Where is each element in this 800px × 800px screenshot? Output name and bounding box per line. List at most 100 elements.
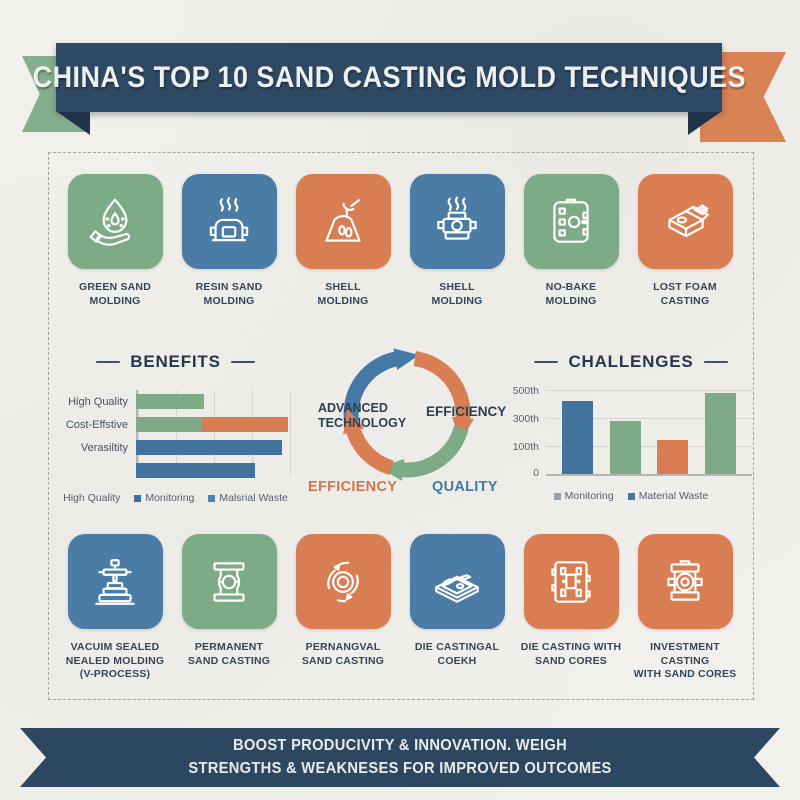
tile-lost-foam-casting xyxy=(637,174,733,269)
techniques-row-1: GREEN SAND MOLDING RESIN SAND MOLDING xyxy=(64,174,736,308)
technique-no-bake-molding: NO-BAKE MOLDING xyxy=(520,174,622,308)
technique-vacuum-sealed-molding: VACUIM SEALED NEALED MOLDING (V-PROCESS) xyxy=(64,534,166,682)
benefits-bar-segment xyxy=(201,417,289,432)
vacuum-press-icon xyxy=(95,558,135,605)
ladle-pour-mold-icon xyxy=(325,198,361,242)
challenges-title-row: CHALLENGES xyxy=(510,352,752,372)
legend-label: Monitoring xyxy=(564,490,614,502)
technique-shell-molding-blue: SHELL MOLDING xyxy=(406,174,508,308)
mold-plate-icon xyxy=(553,198,589,243)
y-tick: 0 xyxy=(533,467,539,479)
cycle-arrow-bottom-left xyxy=(343,408,394,476)
tile-die-castingal xyxy=(409,534,505,629)
benefits-bar-row: Cost-Effstive xyxy=(58,417,293,432)
challenges-bar xyxy=(562,401,594,474)
benefits-category-label: High Quality xyxy=(68,395,128,408)
legend-label: High Quality xyxy=(63,492,121,504)
hand-droplet-icon xyxy=(89,198,131,246)
legend-swatch xyxy=(627,492,635,500)
die-cast-tray-icon xyxy=(435,573,479,603)
legend-swatch xyxy=(553,492,561,500)
benefits-category-label: Cost-Effstive xyxy=(65,418,128,431)
tile-shell-molding-1 xyxy=(295,174,391,269)
legend-item: Malsrial Waste xyxy=(208,492,288,504)
benefits-section: BENEFITS High Quality Cost-Effstive Verasi… xyxy=(58,352,293,504)
technique-lost-foam-casting: LOST FOAM CASTING xyxy=(634,174,736,308)
cycle-label-advanced-technology: ADVANCED TECHNOLOGY xyxy=(318,401,407,430)
technique-investment-casting: INVESTMENT CASTING WITH SAND CORES xyxy=(634,534,736,682)
footer-banner: BOOST PRODUCIVITY & INNOVATION. WEIGH ST… xyxy=(20,728,780,787)
benefits-chart: High Quality Cost-Effstive Verasiltity xyxy=(58,390,293,478)
technique-resin-sand-molding: RESIN SAND MOLDING xyxy=(178,174,280,308)
challenges-bars xyxy=(546,390,752,474)
challenges-chart: 500th 300th 100th 0 xyxy=(510,385,752,479)
technique-permanent-sand-casting: PERMANENT SAND CASTING xyxy=(178,534,280,682)
tile-resin-sand-molding xyxy=(181,174,277,269)
tile-vacuum-sealed-molding xyxy=(67,534,163,629)
technique-label: RESIN SAND MOLDING xyxy=(195,281,263,307)
technique-label: DIE CASTINGAL COEKH xyxy=(414,641,500,667)
content-frame xyxy=(48,152,754,700)
flask-core-icon xyxy=(213,561,245,602)
legend-label: Material Waste xyxy=(638,490,709,502)
technique-label: INVESTMENT CASTING WITH SAND CORES xyxy=(633,641,737,681)
technique-label: PERMANENT SAND CASTING xyxy=(187,641,271,667)
flask-ring-icon xyxy=(667,559,703,601)
title-dash-left xyxy=(534,360,559,364)
legend-label: Malsrial Waste xyxy=(219,492,288,504)
technique-pernangval-sand-casting: PERNANGVAL SAND CASTING xyxy=(292,534,394,682)
technique-die-casting-sand-cores: DIE CASTING WITH SAND CORES xyxy=(520,534,622,682)
technique-label: PERNANGVAL SAND CASTING xyxy=(301,641,385,667)
technique-label: SHELL MOLDING xyxy=(317,281,369,307)
title-dash-right xyxy=(230,360,255,364)
benefits-bar-row xyxy=(58,463,293,478)
benefits-bar-row: Verasiltity xyxy=(58,440,293,455)
benefits-title-row: BENEFITS xyxy=(58,352,293,372)
sand-core-plate-icon xyxy=(551,560,591,603)
legend-item: Monitoring xyxy=(553,490,614,502)
legend-item: High Quality xyxy=(63,492,120,504)
y-tick: 100th xyxy=(512,441,539,453)
technique-die-castingal: DIE CASTINGAL COEKH xyxy=(406,534,508,682)
cycle-arrow-top-right xyxy=(413,351,474,442)
tile-investment-casting xyxy=(637,534,733,629)
y-tick: 500th xyxy=(512,385,539,397)
title-dash-right xyxy=(703,360,728,364)
foam-block-icon xyxy=(668,203,709,237)
challenges-bar xyxy=(609,421,641,474)
benefits-bar-row: High Quality xyxy=(58,394,293,409)
cycle-diagram xyxy=(343,348,474,481)
tile-permanent-sand-casting xyxy=(181,534,277,629)
y-tick: 300th xyxy=(512,413,539,425)
challenges-title: CHALLENGES xyxy=(568,352,694,371)
benefits-bar-segment xyxy=(136,440,282,455)
title-dash-left xyxy=(96,360,121,364)
benefits-bar-segment xyxy=(136,463,256,478)
cycle-label-efficiency-right: EFFICIENCY xyxy=(426,404,507,419)
legend-item: Material Waste xyxy=(627,490,709,502)
technique-label: DIE CASTING WITH SAND CORES xyxy=(520,641,622,667)
tile-green-sand-molding xyxy=(67,174,163,269)
challenges-bar xyxy=(657,440,689,474)
benefits-bar-segment xyxy=(136,417,202,432)
technique-label: LOST FOAM CASTING xyxy=(653,281,717,307)
technique-green-sand-molding: GREEN SAND MOLDING xyxy=(64,174,166,308)
challenges-bar xyxy=(704,393,736,474)
molding-machine-steam-icon xyxy=(209,196,249,241)
cycle-label-efficiency-bottom: EFFICIENCY xyxy=(308,479,398,495)
tile-die-casting-sand-cores xyxy=(523,534,619,629)
techniques-row-2: VACUIM SEALED NEALED MOLDING (V-PROCESS)… xyxy=(64,534,736,682)
page-title: CHINA'S TOP 10 SAND CASTING MOLD TECHNIQ… xyxy=(32,60,746,94)
cycle-arrow-bottom-right xyxy=(379,425,469,481)
challenges-legend: Monitoring Material Waste xyxy=(510,490,752,502)
technique-label: SHELL MOLDING xyxy=(431,281,483,307)
cycle-label-quality: QUALITY xyxy=(432,479,498,495)
legend-swatch xyxy=(208,494,216,502)
challenges-y-axis: 500th 300th 100th 0 xyxy=(510,385,546,479)
technique-label: GREEN SAND MOLDING xyxy=(78,281,151,307)
tile-pernangval-sand-casting xyxy=(295,534,391,629)
legend-swatch xyxy=(134,494,142,502)
challenges-section: CHALLENGES 500th 300th 100th 0 Monitorin… xyxy=(510,352,752,502)
technique-label: NO-BAKE MOLDING xyxy=(545,281,597,307)
legend-label: Monitoring xyxy=(145,492,195,504)
